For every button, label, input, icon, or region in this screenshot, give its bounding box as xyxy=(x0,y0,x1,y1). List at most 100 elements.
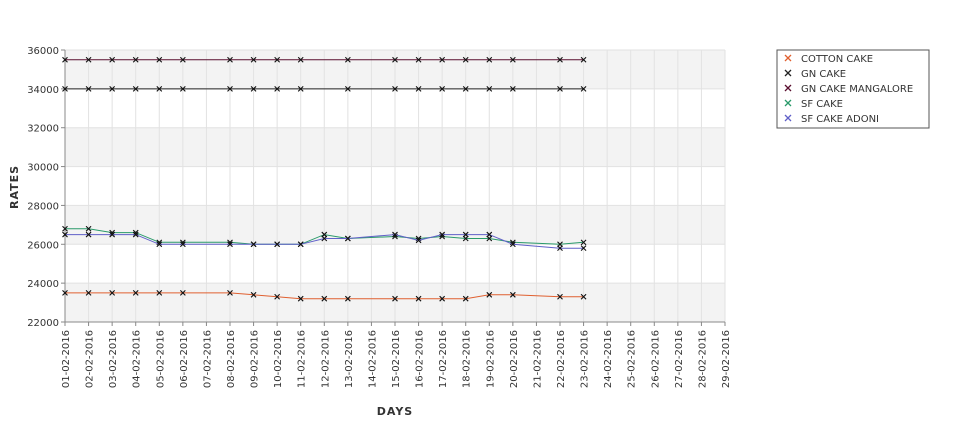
data-point xyxy=(109,231,116,238)
x-tick-label: 27-02-2016 xyxy=(674,330,685,388)
data-point xyxy=(85,225,92,232)
data-point xyxy=(274,56,281,63)
data-point xyxy=(344,85,351,92)
series-gn-cake xyxy=(62,85,587,92)
legend-label: GN CAKE xyxy=(801,69,846,80)
x-tick-label: 13-02-2016 xyxy=(344,330,355,388)
data-point xyxy=(297,241,304,248)
data-point xyxy=(580,56,587,63)
data-point xyxy=(580,85,587,92)
x-tick-label: 26-02-2016 xyxy=(650,330,661,388)
data-point xyxy=(156,56,163,63)
data-point xyxy=(344,295,351,302)
data-point xyxy=(486,85,493,92)
data-point xyxy=(392,295,398,302)
data-point xyxy=(62,289,68,296)
data-point xyxy=(439,85,446,92)
legend-marker xyxy=(784,99,792,107)
tick-labels: 22000 24000 26000 28000 30000 32000 34000 36000… xyxy=(27,46,732,388)
data-point xyxy=(344,56,351,63)
data-point xyxy=(227,85,233,92)
data-point xyxy=(250,85,257,92)
x-tick-label: 22-02-2016 xyxy=(556,330,567,388)
x-tick-label: 01-02-2016 xyxy=(61,330,72,388)
legend-box xyxy=(776,49,930,129)
data-point xyxy=(85,56,92,63)
data-point xyxy=(462,295,469,302)
data-point xyxy=(179,241,186,248)
data-point xyxy=(62,56,68,63)
x-tick-label: 14-02-2016 xyxy=(367,330,378,388)
data-point xyxy=(109,85,116,92)
data-point xyxy=(392,85,398,92)
data-point xyxy=(415,237,422,244)
x-tick-label: 23-02-2016 xyxy=(580,330,591,388)
data-point xyxy=(156,289,163,296)
data-point xyxy=(62,225,68,232)
x-tick-label: 10-02-2016 xyxy=(273,330,284,388)
y-tick-label: 22000 xyxy=(27,318,59,329)
data-point xyxy=(392,231,398,238)
legend-marker xyxy=(784,84,792,92)
data-point xyxy=(462,56,469,63)
series-group xyxy=(62,56,587,302)
x-tick-label: 06-02-2016 xyxy=(179,330,190,388)
legend-label: GN CAKE MANGALORE xyxy=(801,84,913,95)
data-point xyxy=(297,295,304,302)
legend-marker xyxy=(784,69,792,77)
data-point xyxy=(132,85,139,92)
x-axis-title: DAYS xyxy=(377,405,413,418)
x-tick-label: 03-02-2016 xyxy=(108,330,119,388)
legend-label: COTTON CAKE xyxy=(801,54,873,65)
y-tick-label: 28000 xyxy=(27,201,59,212)
y-tick-label: 34000 xyxy=(27,85,59,96)
series-cotton-cake xyxy=(62,289,587,302)
data-point xyxy=(132,289,139,296)
x-tick-label: 29-02-2016 xyxy=(721,330,732,388)
x-tick-label: 25-02-2016 xyxy=(627,330,638,388)
x-tick-label: 21-02-2016 xyxy=(532,330,543,388)
data-point xyxy=(274,293,281,300)
x-tick-label: 07-02-2016 xyxy=(202,330,213,388)
data-point xyxy=(227,56,233,63)
data-point xyxy=(179,56,186,63)
data-point xyxy=(415,295,422,302)
x-tick-label: 19-02-2016 xyxy=(485,330,496,388)
data-point xyxy=(462,85,469,92)
x-tick-label: 05-02-2016 xyxy=(155,330,166,388)
legend-label: SF CAKE ADONI xyxy=(801,114,879,125)
x-tick-label: 02-02-2016 xyxy=(85,330,96,388)
data-point xyxy=(509,85,516,92)
data-point xyxy=(580,245,587,252)
data-point xyxy=(462,231,469,238)
data-point xyxy=(486,231,493,238)
data-point xyxy=(109,56,116,63)
series-line xyxy=(65,228,584,245)
data-point xyxy=(557,56,563,63)
x-tick-label: 16-02-2016 xyxy=(415,330,426,388)
legend: COTTON CAKE GN CAKE GN CAKE MANGALORE SF CA… xyxy=(776,49,930,129)
data-point xyxy=(557,293,563,300)
series-gn-cake-mangalore xyxy=(62,56,587,63)
data-point xyxy=(132,56,139,63)
data-point xyxy=(486,291,493,298)
data-point xyxy=(250,241,257,248)
x-tick-label: 17-02-2016 xyxy=(438,330,449,388)
data-point xyxy=(85,289,92,296)
data-point xyxy=(439,231,446,238)
series-sf-cake-adoni xyxy=(62,231,587,252)
x-tick-label: 04-02-2016 xyxy=(132,330,143,388)
data-point xyxy=(62,231,68,238)
data-point xyxy=(580,293,587,300)
y-axis-title: RATES xyxy=(8,165,21,209)
x-tick-label: 12-02-2016 xyxy=(320,330,331,388)
data-point xyxy=(509,56,516,63)
data-point xyxy=(250,56,257,63)
data-point xyxy=(179,289,186,296)
data-point xyxy=(227,289,233,296)
data-point xyxy=(132,231,139,238)
data-point xyxy=(439,56,446,63)
legend-marker xyxy=(784,114,792,122)
